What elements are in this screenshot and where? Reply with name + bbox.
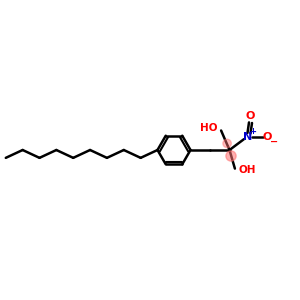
Circle shape (223, 139, 231, 148)
Text: HO: HO (200, 123, 217, 133)
Text: O: O (245, 111, 255, 121)
Circle shape (226, 151, 236, 161)
Text: OH: OH (239, 165, 256, 175)
Text: −: − (269, 136, 278, 147)
Text: O: O (263, 131, 272, 142)
Text: +: + (249, 127, 256, 136)
Text: N: N (243, 131, 252, 142)
